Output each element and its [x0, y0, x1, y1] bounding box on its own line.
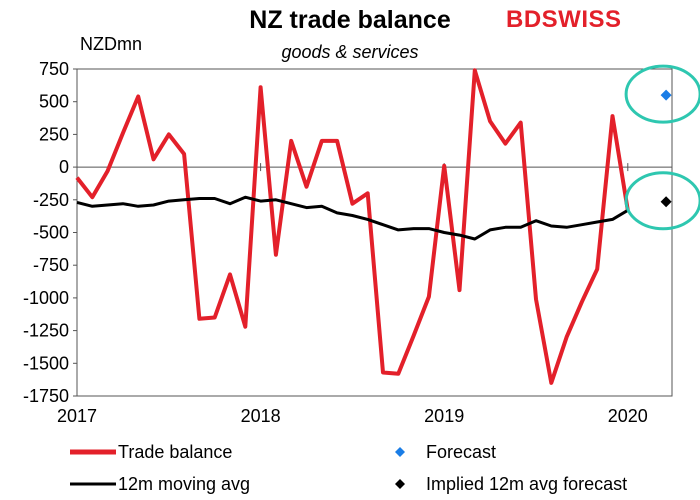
- moving-average-line: [76, 195, 629, 241]
- x-tick-label: 2017: [57, 406, 97, 426]
- y-tick-label: -250: [33, 190, 69, 210]
- y-tick-label: 250: [39, 124, 69, 144]
- plot-frame: [76, 68, 673, 397]
- x-tick-label: 2018: [241, 406, 281, 426]
- series-layer: [75, 68, 630, 385]
- y-tick-label: -500: [33, 223, 69, 243]
- y-tick-label: 750: [39, 59, 69, 79]
- legend-swatch: [395, 447, 405, 457]
- axis-layer: 750 500 250 0 -250 -500 -750 -1000 -1250 -1500 -17…: [23, 59, 673, 426]
- y-tick-label: -1750: [23, 386, 69, 406]
- legend-label: Implied 12m avg forecast: [426, 474, 627, 494]
- forecast-points-layer: [624, 64, 700, 231]
- implied-average-point: [660, 196, 672, 208]
- chart-subtitle: goods & services: [281, 42, 419, 62]
- y-axis-unit-label: NZDmn: [80, 34, 142, 54]
- legend-swatch: [395, 479, 405, 489]
- highlight-circle: [624, 64, 700, 124]
- y-tick-label: 0: [59, 157, 69, 177]
- y-tick-label: -1000: [23, 288, 69, 308]
- y-tick-label: -750: [33, 255, 69, 275]
- legend-label: 12m moving avg: [118, 474, 250, 494]
- legend: Trade balance Forecast 12m moving avg Impli…: [70, 442, 627, 494]
- trade-balance-line: [75, 68, 630, 385]
- y-tick-label: 500: [39, 92, 69, 112]
- legend-label: Trade balance: [118, 442, 232, 462]
- y-tick-label: -1250: [23, 321, 69, 341]
- highlight-circle: [624, 171, 700, 231]
- brand-logo: BDSWISS: [506, 6, 622, 33]
- x-tick-label: 2020: [608, 406, 648, 426]
- chart-title: NZ trade balance: [249, 6, 451, 34]
- y-tick-label: -1500: [23, 353, 69, 373]
- legend-label: Forecast: [426, 442, 496, 462]
- x-tick-label: 2019: [424, 406, 464, 426]
- forecast-point: [660, 89, 672, 101]
